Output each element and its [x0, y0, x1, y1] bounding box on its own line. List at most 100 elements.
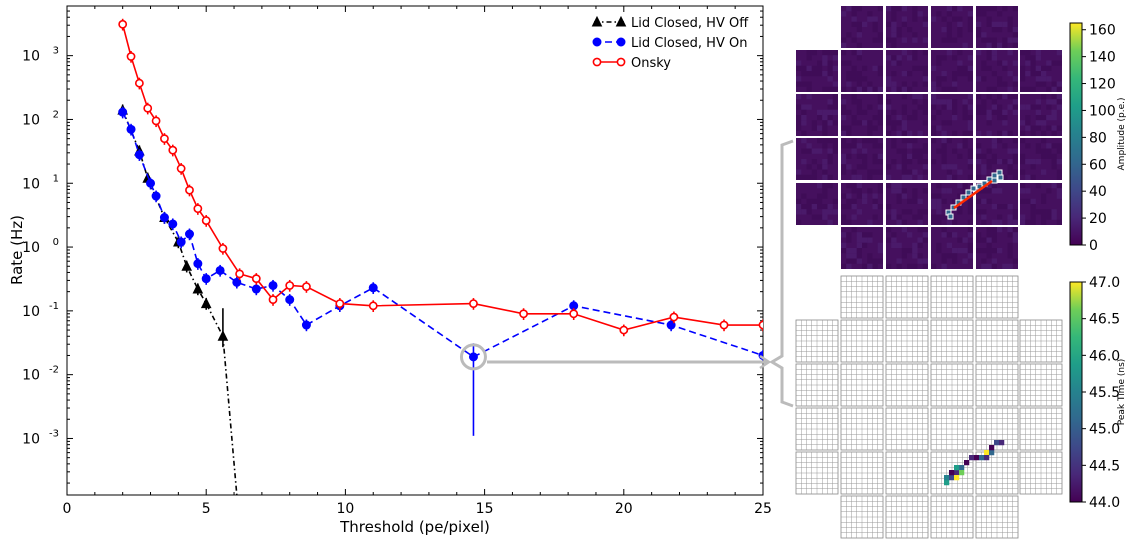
pixel	[878, 120, 883, 125]
data-point	[219, 245, 226, 252]
pixel	[968, 164, 973, 169]
pixel	[947, 232, 952, 237]
pixel	[1031, 66, 1036, 71]
pixel	[923, 264, 928, 269]
track-pixel	[992, 173, 997, 178]
pixel	[801, 110, 806, 115]
pixel	[828, 115, 833, 120]
pixel	[992, 220, 997, 225]
pixel	[1036, 105, 1041, 110]
pixel	[942, 131, 947, 136]
camera-module	[931, 6, 973, 48]
pixel	[1025, 71, 1030, 76]
amplitude-colorbar-label: Amplitude (p.e.)	[1117, 98, 1127, 171]
pixel	[801, 115, 806, 120]
pixel	[857, 143, 862, 148]
pixel	[891, 22, 896, 27]
peak-time-colorbar-ticks: 44.0 44.5 45.0 45.5 46.0 46.5 47.0	[1082, 275, 1120, 511]
pixel	[828, 138, 833, 143]
pixel	[891, 215, 896, 220]
pixel	[952, 55, 957, 60]
pixel	[1041, 120, 1046, 125]
pixel	[857, 243, 862, 248]
pixel	[817, 110, 822, 115]
data-point	[127, 125, 135, 133]
pixel	[976, 238, 981, 243]
pixel	[1020, 188, 1025, 193]
pixel	[907, 131, 912, 136]
pixel	[833, 66, 838, 71]
pixel	[801, 149, 806, 154]
pixel	[852, 199, 857, 204]
pixel	[852, 149, 857, 154]
pixel	[886, 227, 891, 232]
pixel	[812, 215, 817, 220]
pixel	[846, 71, 851, 76]
pixel	[976, 110, 981, 115]
pixel	[846, 204, 851, 209]
pixel	[968, 209, 973, 214]
pixel	[1036, 99, 1041, 104]
pixel	[931, 99, 936, 104]
pixel	[931, 159, 936, 164]
camera-module	[976, 50, 1018, 92]
pixel	[947, 164, 952, 169]
colorbar-tick-label: 20	[1089, 211, 1107, 227]
pixel	[987, 87, 992, 92]
pixel	[857, 76, 862, 81]
data-point	[593, 58, 600, 65]
pixel	[807, 87, 812, 92]
pixel	[867, 188, 872, 193]
pixel	[942, 232, 947, 237]
pixel	[846, 143, 851, 148]
pixel	[918, 243, 923, 248]
pixel	[886, 6, 891, 11]
pixel	[867, 253, 872, 258]
pixel	[796, 76, 801, 81]
pixel	[968, 149, 973, 154]
pixel	[912, 38, 917, 43]
pixel	[1020, 138, 1025, 143]
pixel	[1025, 115, 1030, 120]
pixel	[936, 220, 941, 225]
pixel	[976, 22, 981, 27]
pixel	[878, 259, 883, 264]
pixel	[822, 71, 827, 76]
pixel	[801, 82, 806, 87]
pixel	[957, 6, 962, 11]
pixel	[952, 6, 957, 11]
pixel	[976, 159, 981, 164]
pixel	[878, 6, 883, 11]
colorbar-tick-label: 100	[1089, 103, 1116, 119]
data-point	[160, 214, 168, 222]
pixel	[981, 76, 986, 81]
pixel	[822, 61, 827, 66]
pixel	[833, 87, 838, 92]
pixel	[1008, 243, 1013, 248]
pixel	[1020, 71, 1025, 76]
peak-time-camera-image	[796, 276, 1062, 538]
pixel	[828, 175, 833, 180]
pixel	[873, 215, 878, 220]
pixel	[796, 105, 801, 110]
pixel	[947, 11, 952, 16]
pixel	[891, 188, 896, 193]
pixel	[867, 120, 872, 125]
pixel	[828, 220, 833, 225]
pixel	[817, 215, 822, 220]
pixel	[942, 259, 947, 264]
pixel	[886, 82, 891, 87]
pixel	[1057, 194, 1062, 199]
pixel	[942, 17, 947, 22]
pixel	[963, 66, 968, 71]
pixel	[968, 175, 973, 180]
pixel	[1036, 183, 1041, 188]
pixel	[952, 17, 957, 22]
pixel	[957, 50, 962, 55]
pixel	[878, 110, 883, 115]
pixel	[1041, 149, 1046, 154]
pixel	[987, 159, 992, 164]
camera-module	[841, 408, 883, 450]
pixel	[857, 120, 862, 125]
pixel	[807, 55, 812, 60]
